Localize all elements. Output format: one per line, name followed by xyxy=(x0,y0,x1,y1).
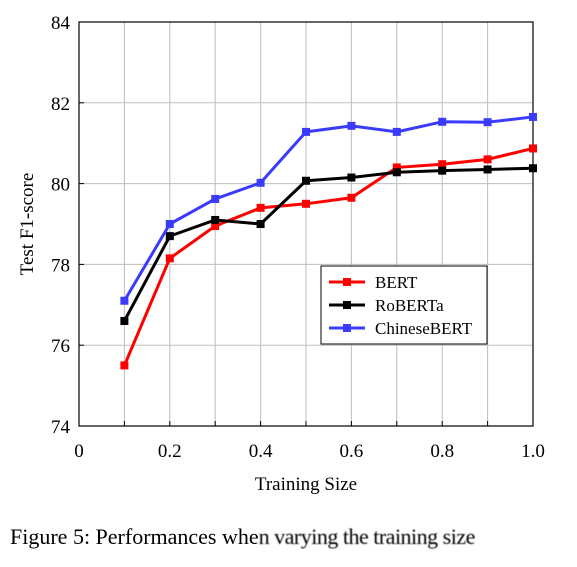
series-line-bert xyxy=(123,146,534,366)
figure-caption: Figure 5: Performances when varying the … xyxy=(10,524,570,550)
legend: BERT RoBERTa ChineseBERT xyxy=(320,265,488,345)
data-point-roberta xyxy=(392,168,401,177)
line-chart: 0 0.2 0.4 0.6 0.8 1.0 74 76 78 80 82 84 Training Si… xyxy=(17,13,545,495)
legend-label-chinesebert: ChineseBERT xyxy=(375,319,473,338)
data-point-roberta xyxy=(256,220,265,228)
data-point-roberta xyxy=(347,173,356,182)
y-tick-label: 82 xyxy=(51,94,70,115)
legend-marker-bert xyxy=(343,278,351,286)
data-point-chinesebert xyxy=(483,118,492,127)
data-point-chinesebert xyxy=(438,117,447,126)
data-point-chinesebert xyxy=(529,112,537,121)
y-tick-label: 76 xyxy=(51,336,70,357)
data-point-roberta xyxy=(211,215,220,224)
data-point-roberta xyxy=(165,232,174,241)
legend-marker-roberta xyxy=(343,301,351,309)
legend-label-roberta: RoBERTa xyxy=(375,296,444,315)
data-point-chinesebert xyxy=(256,178,265,187)
data-point-bert xyxy=(483,155,492,164)
caption-garbled: n varying the training size xyxy=(258,524,476,549)
data-point-roberta xyxy=(483,165,492,174)
y-tick-label: 74 xyxy=(51,417,71,438)
data-point-roberta xyxy=(120,316,129,325)
data-point-bert xyxy=(256,203,265,212)
data-point-chinesebert xyxy=(211,194,220,203)
y-tick-label: 84 xyxy=(51,13,71,34)
series-chinesebert xyxy=(120,112,537,305)
data-point-bert xyxy=(529,144,537,153)
y-tick-label: 78 xyxy=(51,255,70,276)
data-point-bert xyxy=(120,361,129,370)
grid xyxy=(78,21,534,427)
series-bert xyxy=(120,144,537,370)
series-line-chinesebert xyxy=(123,115,534,302)
x-axis-label: Training Size xyxy=(255,474,357,495)
legend-marker-chinesebert xyxy=(343,324,351,332)
data-point-roberta xyxy=(529,164,537,173)
data-point-chinesebert xyxy=(302,127,310,136)
legend-label-bert: BERT xyxy=(375,273,418,292)
data-point-chinesebert xyxy=(347,121,356,130)
data-point-bert xyxy=(392,163,401,172)
series-roberta xyxy=(120,164,537,325)
data-point-chinesebert xyxy=(165,220,174,228)
axis-ticks: 0 0.2 0.4 0.6 0.8 1.0 74 76 78 80 82 84 xyxy=(51,13,545,462)
x-tick-label: 1.0 xyxy=(521,441,545,462)
data-point-bert xyxy=(211,222,220,231)
x-tick-label: 0 xyxy=(74,441,84,462)
series-layer xyxy=(120,112,537,370)
series-line-roberta xyxy=(123,166,534,322)
caption-prefix: Figure 5: Performances whe xyxy=(10,524,259,549)
data-point-bert xyxy=(165,254,174,263)
data-point-chinesebert xyxy=(392,127,401,136)
data-point-bert xyxy=(302,199,310,208)
x-tick-label: 0.8 xyxy=(430,441,454,462)
data-point-bert xyxy=(438,160,447,169)
data-point-roberta xyxy=(302,176,310,185)
x-tick-label: 0.6 xyxy=(340,441,364,462)
data-point-bert xyxy=(347,193,356,202)
y-tick-label: 80 xyxy=(51,175,70,196)
x-tick-label: 0.2 xyxy=(158,441,182,462)
data-point-roberta xyxy=(438,166,447,175)
x-tick-label: 0.4 xyxy=(249,441,273,462)
y-axis-label: Test F1-score xyxy=(17,173,38,276)
data-point-chinesebert xyxy=(120,296,129,305)
